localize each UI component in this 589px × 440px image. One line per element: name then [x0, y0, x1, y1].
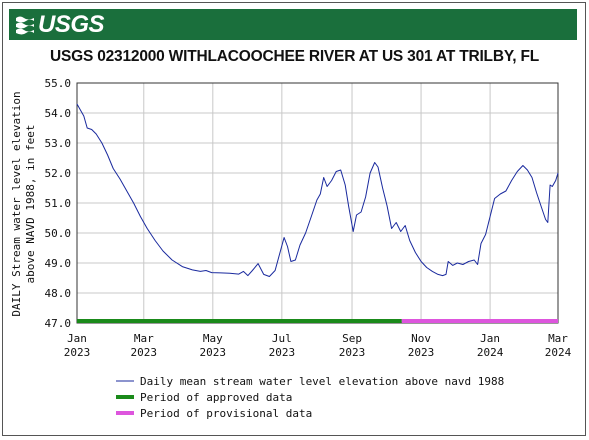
- x-tick-year: 2023: [408, 346, 435, 359]
- legend-label: Period of approved data: [140, 391, 292, 404]
- usgs-logo[interactable]: USGS: [15, 11, 105, 38]
- x-tick-year: 2024: [545, 346, 572, 359]
- y-axis-ticks: 47.0 48.0 49.0 50.0 51.0 52.0 53.0 54.0 55.0: [45, 77, 72, 330]
- y-tick-label: 52.0: [45, 167, 72, 180]
- legend: Daily mean stream water level elevation …: [116, 375, 504, 420]
- status-bar: [77, 319, 402, 323]
- y-tick-label: 51.0: [45, 197, 72, 210]
- y-tick-label: 49.0: [45, 257, 72, 270]
- usgs-banner: USGS: [9, 9, 577, 40]
- legend-label: Daily mean stream water level elevation …: [140, 375, 504, 388]
- series-line-daily-mean: [76, 103, 559, 277]
- x-tick-month: Jan: [67, 332, 87, 345]
- x-tick-month: May: [203, 332, 223, 345]
- x-axis-ticks: Jan2023Mar2023May2023Jul2023Sep2023Nov20…: [64, 332, 572, 359]
- usgs-logo-wave-icon: [16, 16, 34, 34]
- x-tick-month: Nov: [411, 332, 431, 345]
- legend-label: Period of provisional data: [140, 407, 312, 420]
- x-tick-year: 2023: [200, 346, 227, 359]
- x-tick-year: 2023: [64, 346, 91, 359]
- x-tick-year: 2023: [339, 346, 366, 359]
- y-axis-label-line-1: DAILY Stream water level elevation: [10, 91, 23, 316]
- x-tick-month: Mar: [548, 332, 568, 345]
- grid-lines: [76, 82, 559, 324]
- x-tick-month: Jul: [272, 332, 292, 345]
- status-bar: [401, 319, 558, 323]
- x-tick-month: Jan: [480, 332, 500, 345]
- y-tick-label: 54.0: [45, 107, 72, 120]
- data-status-bars: [77, 319, 558, 323]
- y-axis-label-line-2: above NAVD 1988, in feet: [24, 125, 37, 284]
- x-tick-year: 2023: [131, 346, 158, 359]
- usgs-logo-text: USGS: [38, 11, 105, 38]
- series-lines: [76, 103, 559, 277]
- chart-title: USGS 02312000 WITHLACOOCHEE RIVER AT US …: [49, 48, 539, 65]
- x-tick-year: 2023: [269, 346, 296, 359]
- y-tick-label: 55.0: [45, 77, 72, 90]
- y-tick-label: 48.0: [45, 287, 72, 300]
- x-tick-month: Mar: [134, 332, 154, 345]
- x-tick-year: 2024: [477, 346, 504, 359]
- x-tick-month: Sep: [342, 332, 362, 345]
- y-tick-label: 50.0: [45, 227, 72, 240]
- figure-frame: [2, 2, 586, 436]
- y-tick-label: 47.0: [45, 317, 72, 330]
- y-tick-label: 53.0: [45, 137, 72, 150]
